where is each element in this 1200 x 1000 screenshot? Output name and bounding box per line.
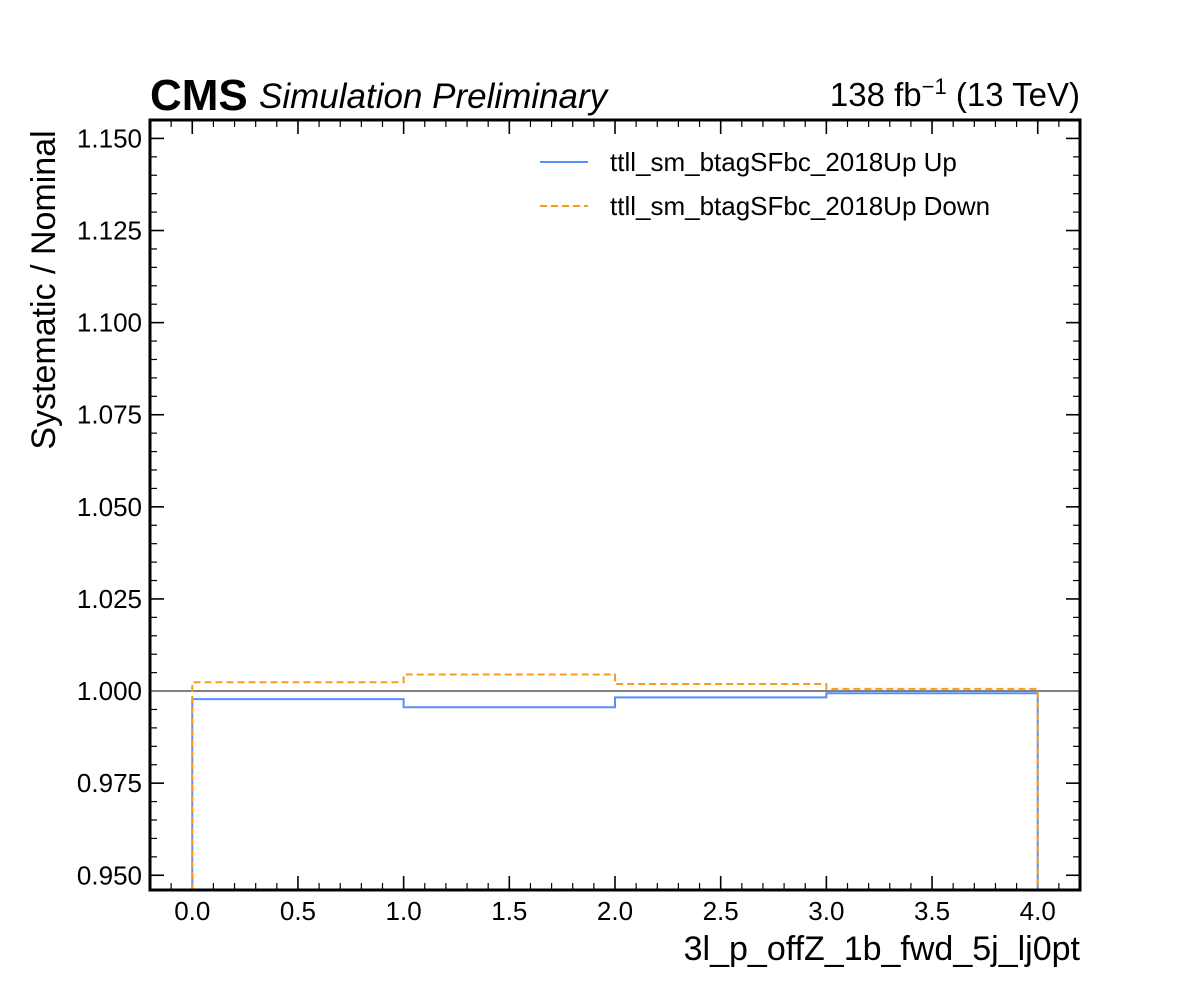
x-tick-label: 4.0 bbox=[1020, 896, 1056, 926]
series-lines bbox=[150, 673, 1080, 890]
y-tick-label: 0.975 bbox=[77, 768, 142, 798]
y-tick-label: 1.150 bbox=[77, 123, 142, 153]
x-tick-label: 1.5 bbox=[491, 896, 527, 926]
y-tick-label: 1.050 bbox=[77, 492, 142, 522]
x-tick-label: 3.0 bbox=[808, 896, 844, 926]
plot-subtitle: Simulation Preliminary bbox=[259, 77, 610, 116]
legend-down-label: ttll_sm_btagSFbc_2018Up Down bbox=[610, 191, 990, 221]
x-tick-label: 3.5 bbox=[914, 896, 950, 926]
x-tick-label: 1.0 bbox=[386, 896, 422, 926]
y-tick-label: 0.950 bbox=[77, 860, 142, 890]
axis-ticks bbox=[150, 119, 1081, 890]
plot-frame bbox=[148, 118, 1082, 892]
tick-labels: 0.0 0.5 1.0 1.5 2.0 2.5 3.0 3.5 4.0 0.950 0.975 1.0… bbox=[77, 123, 1056, 926]
y-tick-label: 1.100 bbox=[77, 308, 142, 338]
x-axis-title: 3l_p_offZ_1b_fwd_5j_lj0pt bbox=[684, 930, 1081, 968]
y-tick-label: 1.075 bbox=[77, 400, 142, 430]
experiment-label: CMS bbox=[150, 71, 248, 120]
series-up-line bbox=[191, 692, 1039, 890]
x-tick-label: 2.5 bbox=[703, 896, 739, 926]
x-tick-label: 0.5 bbox=[280, 896, 316, 926]
x-tick-label: 2.0 bbox=[597, 896, 633, 926]
lumi-value: 138 fb bbox=[830, 76, 922, 113]
x-tick-label: 0.0 bbox=[174, 896, 210, 926]
y-tick-label: 1.025 bbox=[77, 584, 142, 614]
legend: ttll_sm_btagSFbc_2018Up Up ttll_sm_btagSF… bbox=[540, 147, 990, 221]
luminosity-label: 138 fb−1 (13 TeV) bbox=[830, 74, 1080, 113]
legend-up-label: ttll_sm_btagSFbc_2018Up Up bbox=[610, 147, 957, 177]
y-axis-title: Systematic / Nominal bbox=[25, 130, 63, 449]
series-down-line bbox=[191, 673, 1039, 890]
y-tick-label: 1.000 bbox=[77, 676, 142, 706]
lumi-exponent: −1 bbox=[922, 74, 947, 99]
lumi-energy: (13 TeV) bbox=[947, 76, 1080, 113]
y-tick-label: 1.125 bbox=[77, 216, 142, 246]
